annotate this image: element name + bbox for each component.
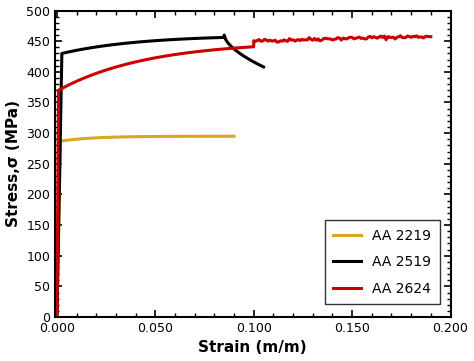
AA 2624 xyxy=(428,35,434,39)
AA 2219 xyxy=(192,134,198,139)
Line: AA 2519: AA 2519 xyxy=(57,35,264,317)
AA 2624 xyxy=(398,34,403,38)
AA 2219 xyxy=(231,134,237,138)
AA 2624 xyxy=(70,81,76,85)
AA 2519 xyxy=(192,36,198,40)
AA 2519 xyxy=(54,315,60,319)
Line: AA 2219: AA 2219 xyxy=(57,136,234,317)
AA 2219 xyxy=(63,138,69,143)
AA 2219 xyxy=(205,134,210,138)
AA 2624 xyxy=(396,35,401,39)
Line: AA 2624: AA 2624 xyxy=(57,36,431,317)
AA 2624 xyxy=(225,47,230,51)
AA 2219 xyxy=(73,137,79,142)
AA 2519 xyxy=(92,45,98,49)
AA 2519 xyxy=(250,59,255,64)
AA 2519 xyxy=(261,65,266,69)
Legend: AA 2219, AA 2519, AA 2624: AA 2219, AA 2519, AA 2624 xyxy=(325,220,439,304)
X-axis label: Strain (m/m): Strain (m/m) xyxy=(199,340,307,356)
Y-axis label: Stress,σ (MPa): Stress,σ (MPa) xyxy=(6,100,20,227)
AA 2219 xyxy=(228,134,233,138)
AA 2624 xyxy=(54,315,60,319)
AA 2519 xyxy=(170,38,176,42)
AA 2624 xyxy=(269,39,274,43)
AA 2519 xyxy=(115,42,120,46)
AA 2219 xyxy=(54,315,60,319)
AA 2219 xyxy=(131,135,137,139)
AA 2519 xyxy=(221,33,227,37)
AA 2624 xyxy=(98,70,103,74)
AA 2519 xyxy=(256,63,262,67)
AA 2624 xyxy=(364,37,369,41)
